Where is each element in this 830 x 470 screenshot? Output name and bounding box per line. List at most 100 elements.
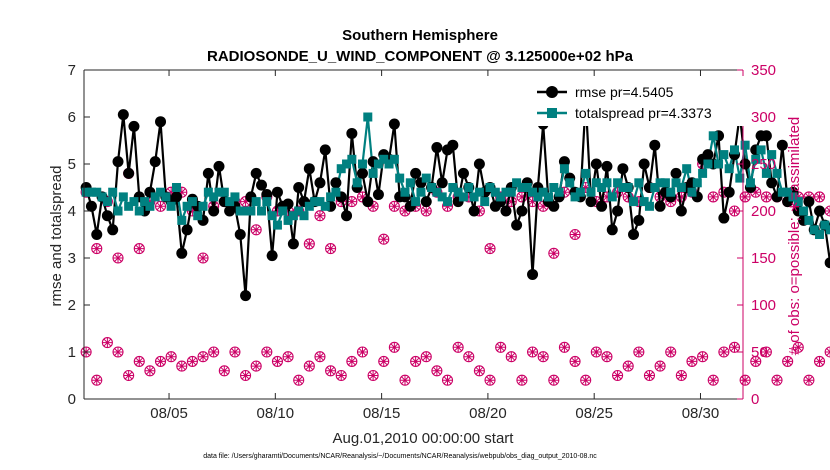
- obs-low-point-assimilated: [506, 351, 517, 362]
- rmse-point: [303, 163, 315, 175]
- spread-point: [315, 197, 325, 207]
- rmse-point: [776, 139, 788, 151]
- spread-point: [634, 178, 644, 188]
- obs-low-point-assimilated: [357, 347, 368, 357]
- rmse-point: [590, 158, 602, 170]
- obs-low-point: [335, 369, 347, 382]
- obs-high-point-assimilated: [421, 206, 432, 216]
- obs-high-point: [548, 247, 560, 259]
- spread-point: [288, 211, 298, 221]
- rmse-point: [606, 224, 618, 236]
- spread-point: [729, 145, 739, 155]
- obs-low-point: [792, 341, 804, 353]
- obs-low-point: [452, 341, 464, 353]
- obs-low-point: [686, 355, 698, 367]
- obs-low-point-assimilated: [718, 347, 729, 357]
- obs-high-point: [420, 205, 432, 217]
- obs-low-point-assimilated: [686, 356, 697, 367]
- rmse-point: [814, 205, 826, 217]
- obs-low-point-assimilated: [516, 375, 527, 386]
- rmse-point: [596, 200, 608, 212]
- y-right-tick-label: 150: [751, 250, 776, 267]
- spread-point: [166, 201, 176, 211]
- obs-low-point: [388, 341, 400, 353]
- spread-point: [278, 206, 288, 216]
- obs-low-point-assimilated: [410, 356, 421, 367]
- obs-low-point-assimilated: [814, 356, 825, 367]
- rmse-point: [702, 149, 714, 161]
- rmse-point: [287, 238, 299, 250]
- spread-point: [559, 164, 569, 174]
- obs-low-point-assimilated: [601, 351, 612, 362]
- spread-point: [193, 211, 203, 221]
- spread-point: [214, 187, 224, 197]
- obs-high-point-assimilated: [612, 187, 623, 198]
- obs-low-point: [399, 374, 411, 386]
- spread-point: [761, 168, 771, 178]
- spread-point: [565, 178, 575, 188]
- spread-point: [92, 187, 102, 197]
- spread-point: [320, 201, 330, 211]
- spread-point: [225, 197, 235, 207]
- spread-point: [591, 178, 601, 188]
- obs-high-point: [484, 243, 496, 255]
- obs-high-point: [388, 200, 400, 212]
- spread-point: [570, 192, 580, 202]
- obs-low-point-assimilated: [304, 361, 315, 372]
- spread-point: [517, 183, 527, 192]
- spread-point: [474, 187, 484, 197]
- spread-point: [692, 178, 702, 188]
- obs-low-point: [473, 365, 485, 377]
- spread-point: [203, 187, 213, 197]
- obs-high-point: [760, 191, 772, 203]
- spread-point: [533, 192, 543, 202]
- spread-point: [86, 187, 96, 197]
- obs-low-point-assimilated: [325, 365, 336, 376]
- spread-point: [187, 197, 197, 207]
- obs-high-point-assimilated: [144, 196, 155, 207]
- obs-high-point: [569, 228, 581, 241]
- rmse-point: [670, 167, 682, 179]
- obs-low-point-assimilated: [729, 342, 740, 353]
- obs-low-point-assimilated: [655, 361, 666, 372]
- chart-title: Southern Hemisphere: [342, 27, 498, 44]
- obs-low-point: [782, 355, 794, 367]
- spread-point: [719, 150, 729, 160]
- spread-point: [528, 187, 538, 197]
- legend-rmse-marker: [546, 86, 558, 98]
- spread-point: [448, 183, 458, 192]
- spread-point: [809, 225, 819, 235]
- spread-point: [272, 220, 282, 230]
- obs-low-point: [697, 351, 709, 363]
- rmse-point: [739, 158, 751, 170]
- y-right-tick-label: 250: [751, 156, 776, 173]
- legend-rmse-label: rmse pr=4.5405: [575, 84, 674, 100]
- obs-low-point-assimilated: [485, 375, 496, 386]
- obs-low-point: [250, 360, 262, 372]
- obs-high-point-assimilated: [314, 210, 325, 221]
- rmse-point: [675, 205, 687, 217]
- obs-low-point: [441, 374, 454, 386]
- spread-point: [703, 159, 713, 169]
- obs-low-point: [240, 369, 252, 382]
- obs-high-point-assimilated: [633, 196, 644, 207]
- rmse-point: [601, 160, 613, 172]
- obs-low-point-assimilated: [399, 375, 410, 386]
- x-tick-label: 08/10: [257, 405, 295, 422]
- spread-point: [389, 154, 399, 164]
- obs-high-point-assimilated: [378, 234, 389, 245]
- spread-point: [687, 187, 697, 197]
- spread-point: [522, 183, 532, 192]
- spread-point: [405, 178, 415, 188]
- obs-low-point: [410, 355, 422, 367]
- spread-point: [342, 159, 352, 169]
- spread-point: [464, 183, 474, 192]
- spread-point: [283, 215, 293, 225]
- obs-low-point-assimilated: [314, 351, 325, 362]
- rmse-point: [633, 214, 645, 226]
- obs-low-point: [346, 355, 358, 367]
- obs-low-point: [218, 365, 230, 377]
- obs-low-point-assimilated: [229, 347, 240, 357]
- rmse-point: [760, 130, 772, 142]
- spread-point: [575, 187, 585, 197]
